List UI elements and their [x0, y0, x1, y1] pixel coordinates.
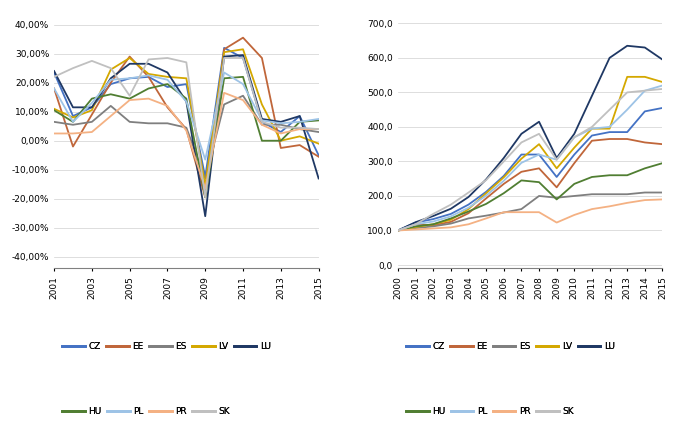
Legend: HU, PL, PR, SK: HU, PL, PR, SK	[59, 404, 234, 420]
Legend: CZ, EE, ES, LV, LU: CZ, EE, ES, LV, LU	[402, 339, 619, 355]
Legend: HU, PL, PR, SK: HU, PL, PR, SK	[402, 404, 577, 420]
Legend: CZ, EE, ES, LV, LU: CZ, EE, ES, LV, LU	[59, 339, 274, 355]
